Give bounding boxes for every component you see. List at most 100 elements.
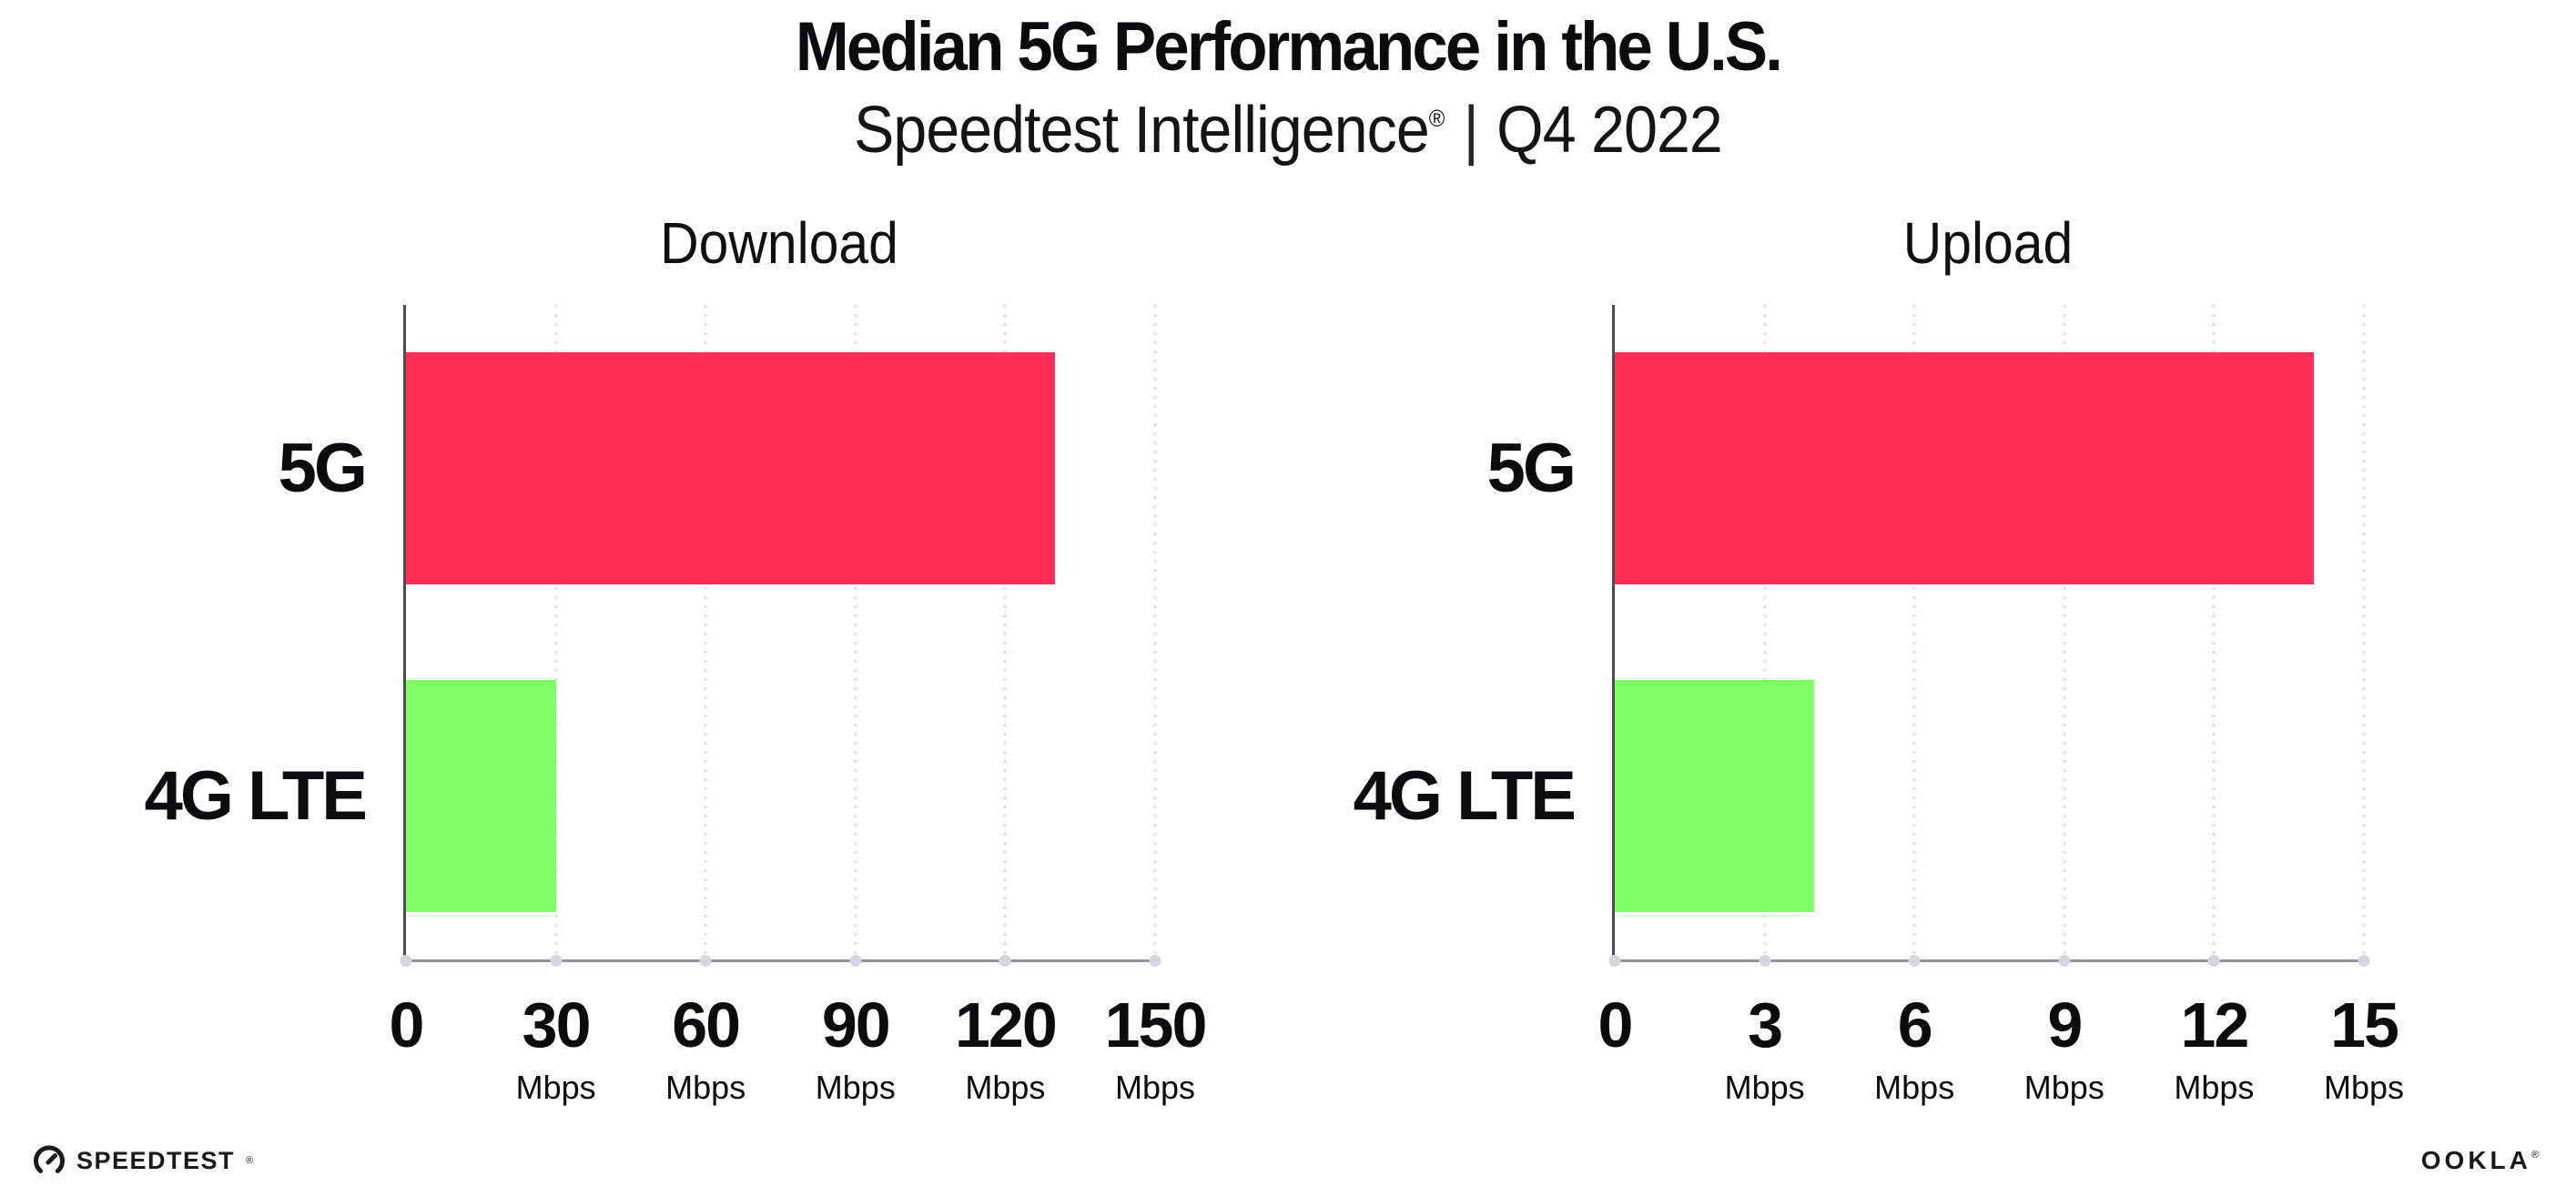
tick-dot bbox=[2358, 955, 2370, 967]
x-tick: 6 Mbps bbox=[1874, 993, 1954, 1104]
bar-row bbox=[1615, 633, 2364, 960]
tick-dot bbox=[2058, 955, 2071, 967]
x-tick: 90 Mbps bbox=[816, 993, 896, 1104]
speedtest-wordmark: SPEEDTEST bbox=[76, 1146, 236, 1174]
ookla-registered-icon: ® bbox=[2530, 1150, 2542, 1161]
tick-dot bbox=[1608, 955, 1621, 967]
tick-unit: Mbps bbox=[665, 1069, 746, 1106]
x-tick: 30 Mbps bbox=[516, 993, 596, 1104]
tick-dot bbox=[2207, 955, 2220, 967]
x-tick: 3 Mbps bbox=[1725, 993, 1805, 1104]
axis-spacer bbox=[130, 993, 406, 1139]
chart-title: Upload bbox=[1902, 210, 2074, 276]
chart-title: Download bbox=[660, 210, 898, 276]
speedtest-logo: SPEEDTEST ® bbox=[33, 1144, 253, 1177]
bar-5g bbox=[406, 352, 1056, 585]
gridline bbox=[1912, 305, 1916, 959]
x-tick: 150 Mbps bbox=[1104, 989, 1208, 1106]
subtitle-period: Q4 2022 bbox=[1496, 93, 1723, 167]
x-tick: 0 bbox=[1597, 989, 1634, 1060]
bar-row bbox=[406, 633, 1155, 960]
chart-panel: Upload 5G 4G LTE 0 3 Mbps 6 Mbps 9 Mbps 12 Mbps 15… bbox=[1339, 206, 2404, 1139]
tick-unit: Mbps bbox=[2174, 1069, 2255, 1106]
tick-value: 0 bbox=[1597, 989, 1634, 1060]
x-tick: 12 Mbps bbox=[2174, 993, 2254, 1104]
subtitle-brand: Speedtest Intelligence bbox=[854, 93, 1430, 167]
bar-row bbox=[1615, 305, 2364, 633]
tick-dot bbox=[1908, 955, 1921, 967]
tick-value: 12 bbox=[2180, 989, 2249, 1060]
category-labels: 5G 4G LTE bbox=[1339, 305, 1612, 959]
tick-value: 30 bbox=[522, 989, 592, 1060]
chart-body: 5G 4G LTE bbox=[1339, 305, 2370, 967]
tick-value: 90 bbox=[821, 989, 891, 1060]
gridline bbox=[1153, 305, 1157, 959]
page-title: Median 5G Performance in the U.S. bbox=[795, 8, 1783, 86]
tick-value: 120 bbox=[954, 989, 1058, 1060]
speedtest-registered-icon: ® bbox=[246, 1155, 254, 1166]
tick-value: 15 bbox=[2330, 989, 2399, 1060]
header: Median 5G Performance in the U.S. Speedt… bbox=[0, 0, 2576, 165]
category-label: 5G bbox=[278, 430, 368, 508]
tick-value: 9 bbox=[2047, 989, 2083, 1060]
x-tick: 15 Mbps bbox=[2324, 993, 2404, 1104]
tick-value: 150 bbox=[1104, 989, 1208, 1060]
tick-unit: Mbps bbox=[1114, 1069, 1196, 1106]
axis-spacer bbox=[1339, 993, 1615, 1139]
speedtest-gauge-icon bbox=[34, 1145, 65, 1173]
gridline bbox=[1003, 305, 1007, 959]
x-tick: 120 Mbps bbox=[954, 989, 1058, 1106]
gridline bbox=[1763, 305, 1767, 959]
subtitle-divider: | bbox=[1463, 93, 1479, 167]
category-label: 5G bbox=[1486, 430, 1577, 508]
bar-rows bbox=[406, 305, 1155, 959]
tick-unit: Mbps bbox=[2023, 1069, 2104, 1106]
plot-area bbox=[1608, 305, 2370, 967]
tick-unit: Mbps bbox=[1874, 1069, 1955, 1106]
plot-area bbox=[400, 305, 1161, 967]
charts-row: Download 5G 4G LTE 0 30 Mbps 60 Mbps 90 Mbps 120… bbox=[130, 206, 2404, 1139]
tick-unit: Mbps bbox=[2323, 1069, 2405, 1106]
gridlines bbox=[406, 305, 1157, 959]
x-axis-ticks: 0 3 Mbps 6 Mbps 9 Mbps 12 Mbps 15 Mbps bbox=[1598, 993, 2404, 1139]
tick-value: 3 bbox=[1748, 989, 1783, 1060]
tick-value: 6 bbox=[1897, 989, 1933, 1060]
bar-4g-lte bbox=[1615, 679, 1815, 912]
tick-value: 0 bbox=[389, 989, 425, 1060]
chart-body: 5G 4G LTE bbox=[130, 305, 1161, 967]
category-label: 4G LTE bbox=[144, 756, 368, 835]
bar-row bbox=[406, 305, 1155, 633]
tick-value: 60 bbox=[672, 989, 741, 1060]
ookla-logo: OOKLA® bbox=[2421, 1146, 2542, 1175]
x-tick: 0 bbox=[389, 989, 425, 1060]
tick-dot bbox=[400, 955, 412, 967]
bar-rows bbox=[1615, 305, 2364, 959]
tick-unit: Mbps bbox=[965, 1069, 1046, 1106]
tick-dot bbox=[699, 955, 712, 967]
tick-dot bbox=[999, 955, 1011, 967]
x-axis-ticks: 0 30 Mbps 60 Mbps 90 Mbps 120 Mbps 150 Mbps bbox=[390, 989, 1208, 1139]
x-axis: 0 30 Mbps 60 Mbps 90 Mbps 120 Mbps 150 Mbps bbox=[130, 989, 1208, 1139]
gridline bbox=[2212, 305, 2216, 959]
bar-4g-lte bbox=[406, 679, 556, 912]
ookla-wordmark: OOKLA bbox=[2420, 1146, 2531, 1174]
category-labels: 5G 4G LTE bbox=[130, 305, 403, 959]
gridline bbox=[2362, 305, 2366, 959]
tick-unit: Mbps bbox=[1724, 1069, 1805, 1106]
tick-unit: Mbps bbox=[515, 1069, 596, 1106]
gridline bbox=[2063, 305, 2066, 959]
gridline bbox=[854, 305, 857, 959]
bar-5g bbox=[1615, 352, 2315, 585]
registered-trademark-icon: ® bbox=[1428, 104, 1445, 132]
tick-dot bbox=[849, 955, 862, 967]
footer: SPEEDTEST ® OOKLA® bbox=[0, 1124, 2576, 1197]
tick-dot bbox=[1149, 955, 1161, 967]
page-subtitle: Speedtest Intelligence® | Q4 2022 bbox=[103, 96, 2473, 166]
x-tick: 60 Mbps bbox=[665, 993, 745, 1104]
gridline bbox=[704, 305, 707, 959]
tick-dot bbox=[1759, 955, 1771, 967]
x-axis: 0 3 Mbps 6 Mbps 9 Mbps 12 Mbps 15 Mbps bbox=[1339, 993, 2404, 1139]
chart-panel: Download 5G 4G LTE 0 30 Mbps 60 Mbps 90 Mbps 120… bbox=[130, 206, 1208, 1139]
gridline bbox=[554, 305, 558, 959]
x-tick: 9 Mbps bbox=[2024, 993, 2104, 1104]
